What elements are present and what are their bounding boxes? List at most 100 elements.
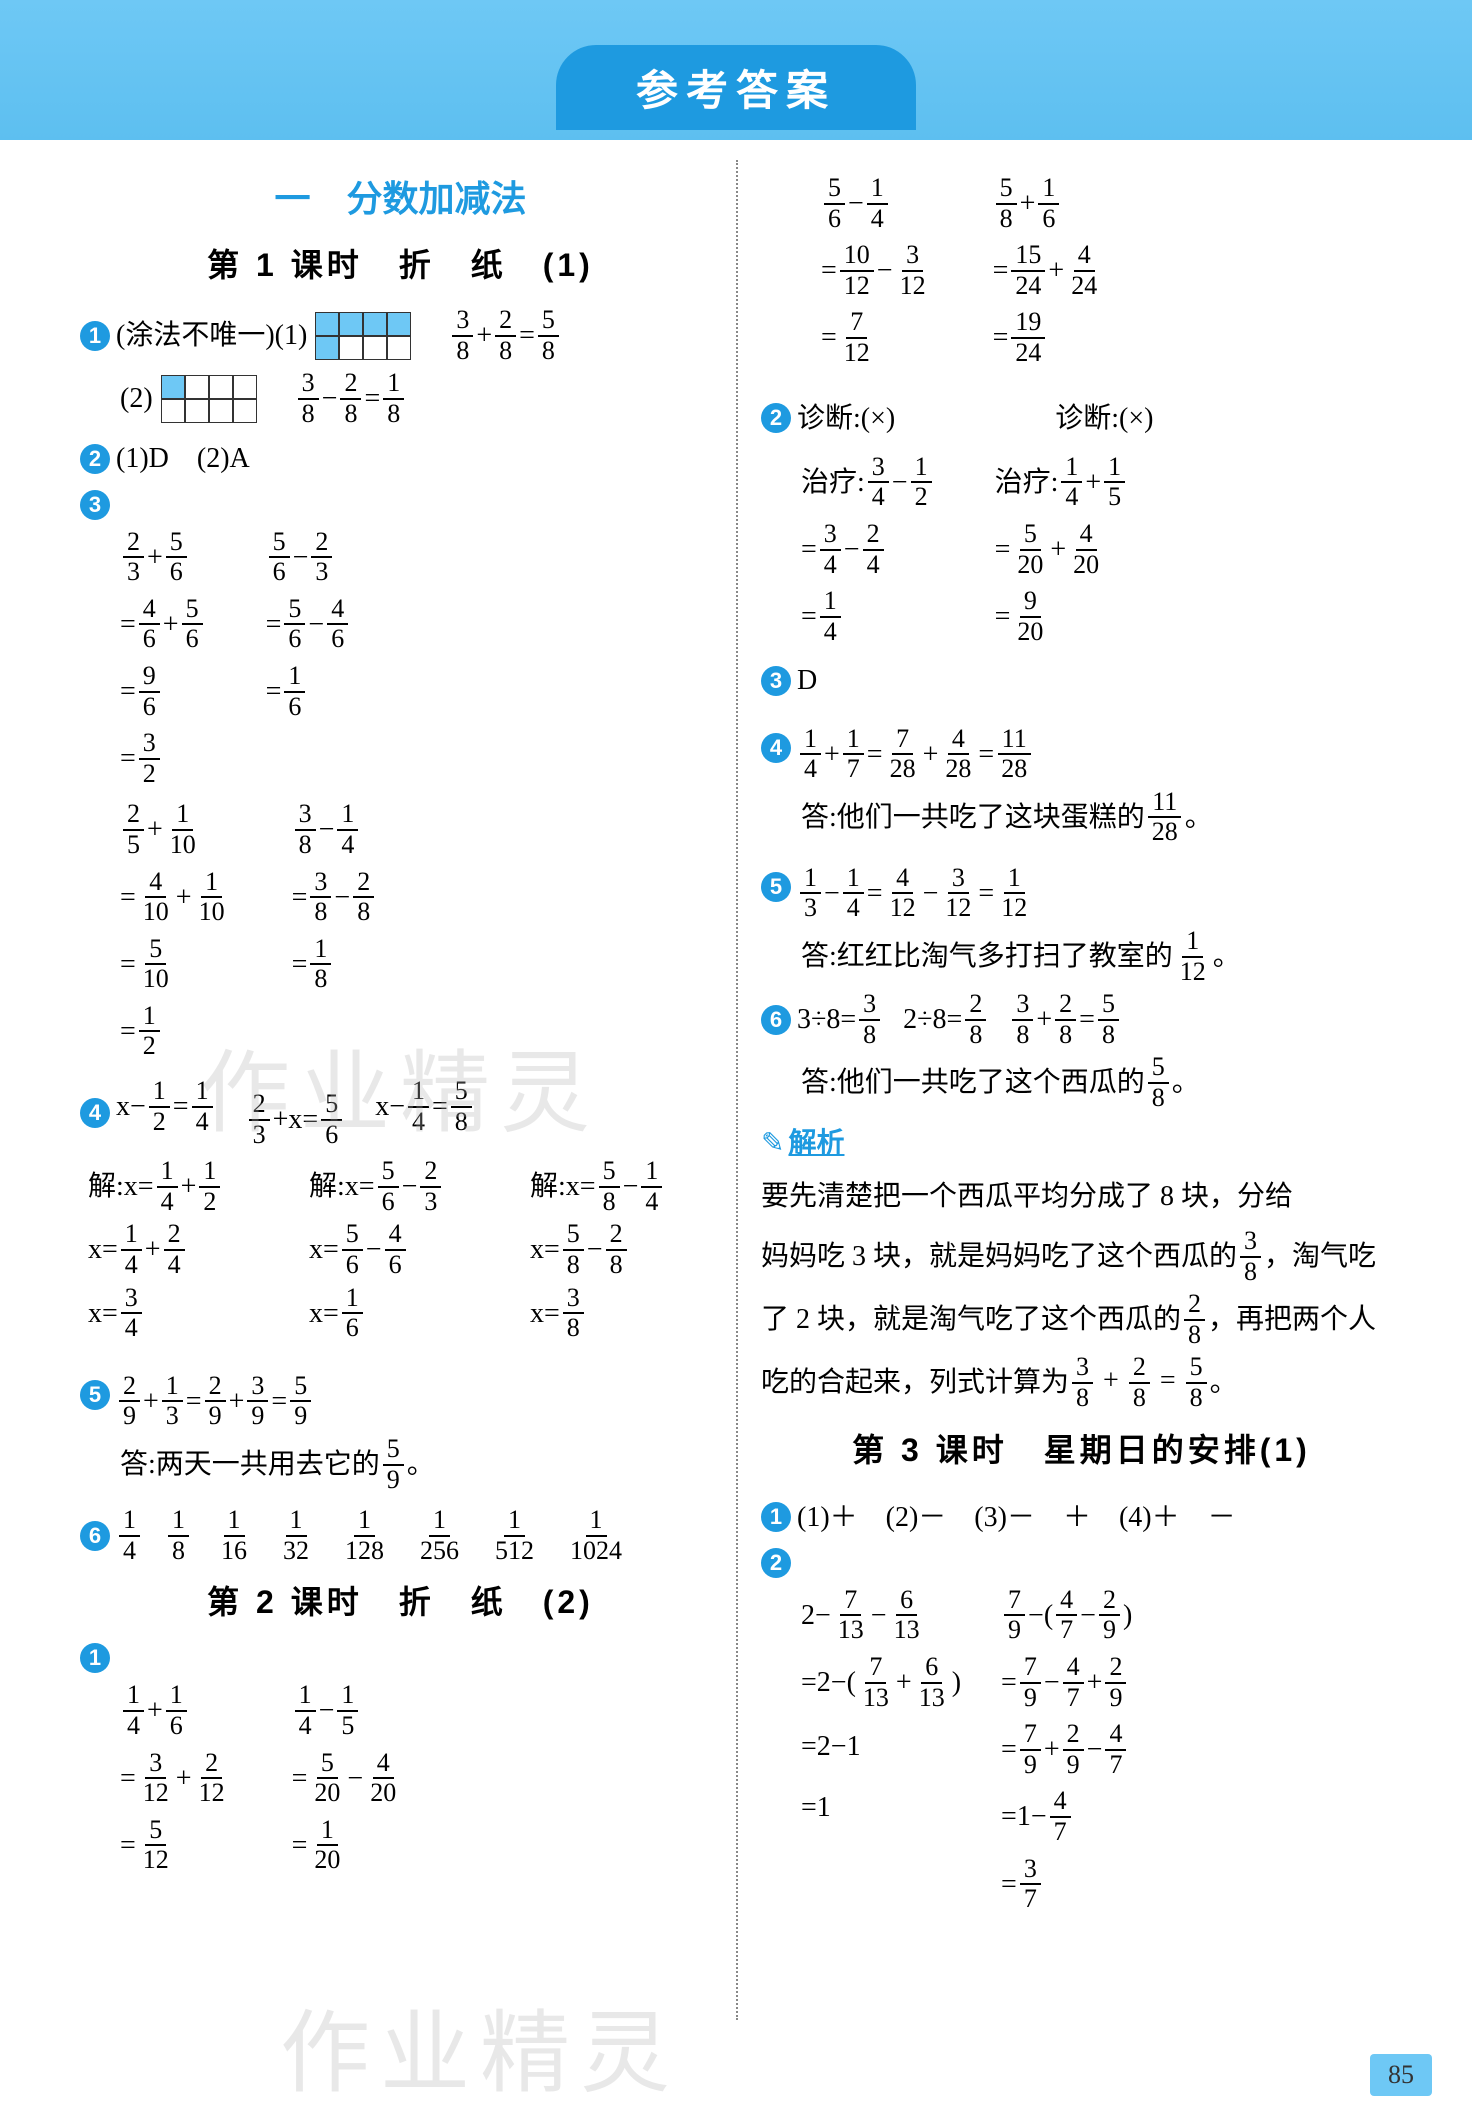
rq6-ap: 答:他们一共吃了这个西瓜的 [801, 1056, 1145, 1109]
r-top-row: 56 − 14 = 1012 − 312 = 712 58 + 16 = 152… [821, 170, 1402, 372]
rq4-as: 。 [1185, 791, 1213, 844]
q1-sub2: (2) [120, 372, 153, 425]
left-column: 一 分数加减法 第 1 课时 折 纸 (1) 1 (涂法不唯一)(1) 38 +… [60, 160, 741, 1922]
q1-line1: 1 (涂法不唯一)(1) 38 + 28 = 58 [80, 306, 721, 365]
l3-bullet-1: 1 [761, 1502, 791, 1532]
rq5-af: 112 [1173, 927, 1213, 986]
q2-text: (1)D (2)A [116, 432, 250, 485]
l3q2-header: 2 [761, 1548, 1402, 1578]
analysis-l4: 吃的合起来，列式计算为 38 + 28 = 58 。 [761, 1353, 1402, 1412]
q5-ans-prefix: 答:两天一共用去它的 [120, 1438, 380, 1491]
rq5-eq: 5 13 − 14 = 412 − 312 = 112 [761, 851, 1402, 923]
analysis-t4c: 。 [1210, 1356, 1238, 1409]
l2q1-c2: 14 − 15 = 520 − 420 = 120 [292, 1677, 404, 1879]
analysis-t3f: 28 [1181, 1290, 1208, 1349]
l3q1: 1 (1)＋ (2)－ (3)－ ＋ (4)＋ － [761, 1491, 1402, 1544]
analysis-l2: 妈妈吃 3 块，就是妈妈吃了这个西瓜的 38 ，淘气吃 [761, 1227, 1402, 1286]
analysis-t4eq: 38 + 28 = 58 [1069, 1353, 1210, 1412]
r-bullet-5: 5 [761, 872, 791, 902]
column-divider [736, 160, 738, 2020]
l2-bullet-1: 1 [80, 1643, 110, 1673]
rq5-as: 。 [1213, 930, 1241, 983]
bullet-1: 1 [80, 321, 110, 351]
r-bullet-6: 6 [761, 1005, 791, 1035]
analysis-t4: 吃的合起来，列式计算为 [761, 1356, 1069, 1409]
analysis-t2a: 妈妈吃 3 块，就是妈妈吃了这个西瓜的 [761, 1230, 1237, 1283]
q2-line: 2 (1)D (2)A [80, 432, 721, 485]
analysis-t1: 要先清楚把一个西瓜平均分成了 8 块，分给 [761, 1170, 1293, 1223]
analysis-t3a: 了 2 块，就是淘气吃了这个西瓜的 [761, 1293, 1181, 1346]
q6-line: 6 141811613211281256151211024 [80, 1506, 721, 1565]
q4-c1: 解: x = 14 + 12 x = 14 + 24 x = 34 [88, 1153, 279, 1347]
rq4-ans: 答:他们一共吃了这块蛋糕的 1128 。 [801, 788, 1402, 847]
rq5-ans: 答:红红比淘气多打扫了教室的 112 。 [801, 927, 1402, 986]
bullet-3: 3 [80, 490, 110, 520]
q3-row1: 23 + 56 = 46 + 56 = 96 = 32 56 − 23 = 56… [120, 524, 721, 793]
l3q2-c2: 79 − ( 47 − 29 ) = 79 − 47 + 29 = 79 + 2… [1001, 1582, 1132, 1918]
q4-c2: 解: x = 56 − 23 x = 56 − 46 x = 16 [309, 1153, 500, 1347]
r-bullet-4: 4 [761, 733, 791, 763]
q3-c1: 23 + 56 = 46 + 56 = 96 = 32 [120, 524, 206, 793]
lesson3-title: 第 3 课时 星期日的安排(1) [761, 1425, 1402, 1471]
rq2-diag: 2 诊断:(×) 诊断:(×) [761, 392, 1402, 445]
r-top-c1: 56 − 14 = 1012 − 312 = 712 [821, 170, 933, 372]
q1-line2: (2) 38 − 28 = 18 [120, 369, 721, 428]
q3-c3: 25 + 110 = 410 + 110 = 510 = 12 [120, 796, 232, 1065]
bullet-2: 2 [80, 444, 110, 474]
l2q1-header: 1 [80, 1643, 721, 1673]
l3q2-row: 2 − 713 − 613 = 2 − ( 713 + 613 ) = 2 − … [801, 1582, 1402, 1918]
rq6-eq: 6 3÷8 = 38 2÷8 = 2838 + 28 = 58 [761, 990, 1402, 1049]
rq3-text: D [797, 654, 817, 707]
rq6-as: 。 [1172, 1056, 1200, 1109]
q3-header: 3 [80, 490, 721, 520]
lesson2-title: 第 2 课时 折 纸 (2) [80, 1577, 721, 1623]
q5-ans-suffix: 。 [407, 1438, 435, 1491]
q4-header: 4 x − 12 = 1423 + x = 56 x − 14 = 58 [80, 1077, 721, 1149]
rq2-d1: 诊断:(×) [797, 392, 895, 445]
l3-bullet-2: 2 [761, 1548, 791, 1578]
page-title: 参考答案 [556, 45, 916, 130]
grid-2 [161, 375, 257, 423]
analysis-t3b: ，再把两个人 [1208, 1293, 1376, 1346]
q3-row2: 25 + 110 = 410 + 110 = 510 = 12 38 − 14 … [120, 796, 721, 1065]
rq5-ap: 答:红红比淘气多打扫了教室的 [801, 930, 1173, 983]
q3-c4: 38 − 14 = 38 − 28 = 18 [292, 796, 378, 1065]
r-bullet-2: 2 [761, 403, 791, 433]
rq2-c1: 治疗: 34 − 12 = 34 − 24 = 14 [801, 449, 935, 651]
analysis-label: 解析 [788, 1117, 844, 1170]
bullet-5: 5 [80, 1380, 110, 1410]
l3q1-text: (1)＋ (2)－ (3)－ ＋ (4)＋ － [797, 1491, 1236, 1544]
analysis-l3: 了 2 块，就是淘气吃了这个西瓜的 28 ，再把两个人 [761, 1290, 1402, 1349]
page-number: 85 [1370, 2054, 1432, 2096]
q4-c3: 解: x = 58 − 14 x = 58 − 28 x = 38 [530, 1153, 721, 1347]
content-area: 一 分数加减法 第 1 课时 折 纸 (1) 1 (涂法不唯一)(1) 38 +… [0, 140, 1472, 1942]
q5-ans-frac: 59 [380, 1435, 407, 1494]
rq5-eq-span: 13 − 14 = 412 − 312 = 112 [797, 851, 1034, 923]
rq6-eq-span: 3÷8 = 38 2÷8 = 2838 + 28 = 58 [797, 990, 1122, 1049]
bullet-4: 4 [80, 1098, 110, 1128]
pencil-icon: ✎ [761, 1117, 784, 1170]
q6-seq: 141811613211281256151211024 [116, 1506, 629, 1565]
right-column: 56 − 14 = 1012 − 312 = 712 58 + 16 = 152… [741, 160, 1422, 1922]
rq6-af: 58 [1145, 1053, 1172, 1112]
rq2-row: 治疗: 34 − 12 = 34 − 24 = 14 治疗: 14 + 15 =… [801, 449, 1402, 651]
header-banner: 参考答案 [0, 0, 1472, 140]
rq4-eq-span: 14 + 17 = 728 + 428 = 1128 [797, 712, 1034, 784]
analysis-t2f: 38 [1237, 1227, 1264, 1286]
watermark-2: 作业精灵 [280, 1980, 680, 2110]
q5-eq: 29 + 13 = 29 + 39 = 59 [116, 1359, 314, 1431]
q4-h-container: x − 12 = 1423 + x = 56 x − 14 = 58 [116, 1077, 721, 1149]
q5-line: 5 29 + 13 = 29 + 39 = 59 [80, 1359, 721, 1431]
q4-body: 解: x = 14 + 12 x = 14 + 24 x = 34 解: x =… [88, 1153, 721, 1347]
rq4-af: 1128 [1145, 788, 1185, 847]
grid-1 [315, 312, 411, 360]
q3-c2: 56 − 23 = 56 − 46 = 16 [266, 524, 352, 793]
lesson1-title: 第 1 课时 折 纸 (1) [80, 240, 721, 286]
rq3: 3 D [761, 654, 1402, 707]
analysis-l1: ✎ 解析 要先清楚把一个西瓜平均分成了 8 块，分给 [761, 1117, 1402, 1223]
rq2-d2: 诊断:(×) [1055, 392, 1153, 445]
rq4-ap: 答:他们一共吃了这块蛋糕的 [801, 791, 1145, 844]
l2q1-row: 14 + 16 = 312 + 212 = 512 14 − 15 = 520 … [120, 1677, 721, 1879]
l3q2-c1: 2 − 713 − 613 = 2 − ( 713 + 613 ) = 2 − … [801, 1582, 961, 1918]
rq6-ans: 答:他们一共吃了这个西瓜的 58 。 [801, 1053, 1402, 1112]
